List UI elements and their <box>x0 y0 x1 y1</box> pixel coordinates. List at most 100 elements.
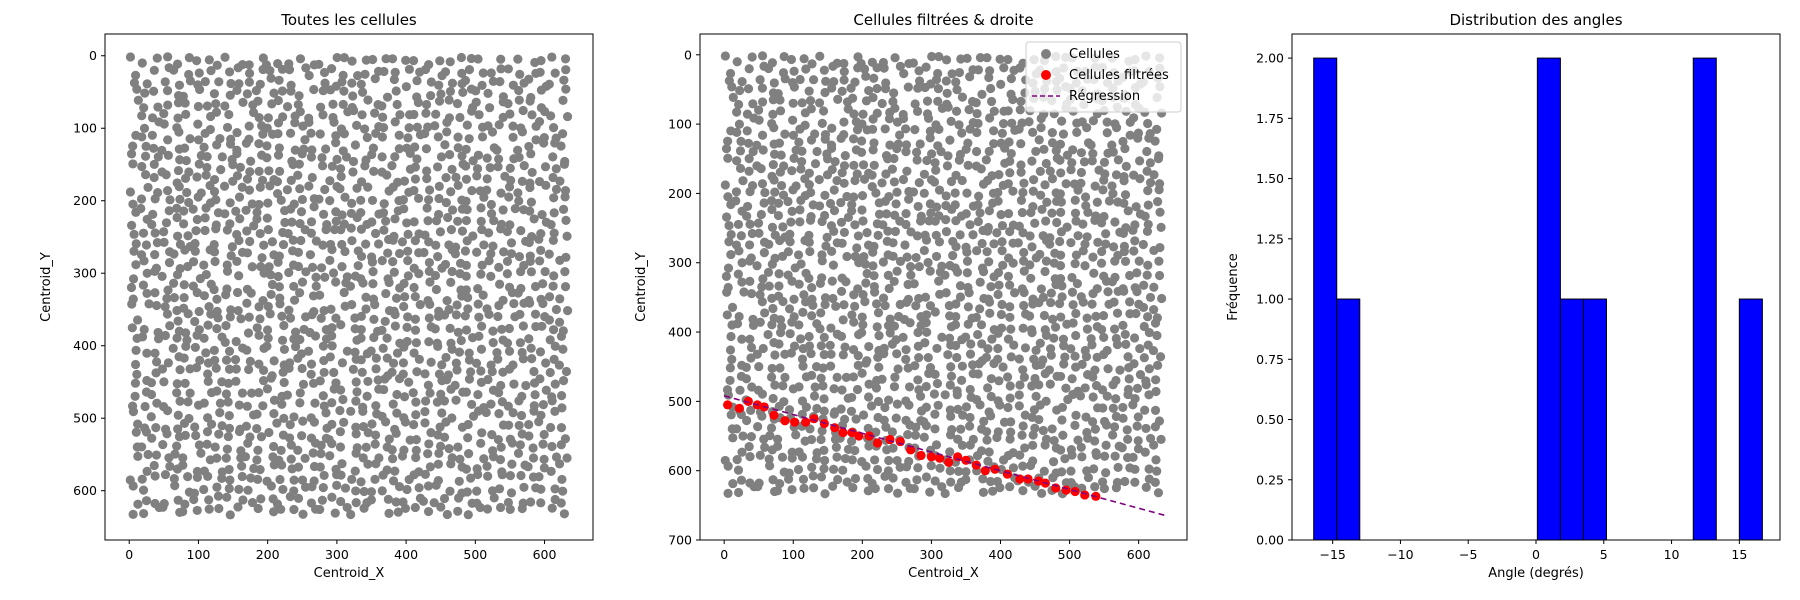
cell-point <box>152 53 162 63</box>
cell-point <box>451 310 462 320</box>
cell-point <box>383 248 393 258</box>
cell-point <box>764 239 774 249</box>
cell-point <box>548 152 558 162</box>
cell-point <box>527 110 537 120</box>
cell-point <box>558 486 568 496</box>
cell-point <box>1046 297 1056 308</box>
cell-point <box>211 99 221 109</box>
cell-point <box>1073 185 1083 195</box>
cell-point <box>287 217 297 227</box>
cell-point <box>841 277 851 287</box>
cell-point <box>1144 390 1154 400</box>
x-tick-label: −10 <box>1387 547 1413 562</box>
cell-point <box>458 87 468 97</box>
cell-point <box>339 86 349 96</box>
cell-point <box>409 470 419 480</box>
cell-point <box>513 288 523 298</box>
cell-point <box>162 293 172 304</box>
cell-point <box>246 156 256 166</box>
cell-point <box>160 330 170 341</box>
cell-point <box>331 216 341 226</box>
cell-point <box>275 166 285 176</box>
cell-point <box>921 421 931 431</box>
cell-point <box>222 122 233 133</box>
cell-point <box>332 52 342 63</box>
cell-point <box>328 268 339 278</box>
cell-point <box>1131 202 1141 212</box>
cell-point <box>390 117 400 127</box>
cell-point <box>456 335 466 346</box>
cell-point <box>952 390 962 400</box>
cell-point <box>390 152 400 162</box>
cell-point <box>1083 207 1093 218</box>
cell-point <box>804 180 814 190</box>
cell-point <box>461 196 471 206</box>
cell-point <box>725 345 736 355</box>
cell-point <box>437 360 447 370</box>
cell-point <box>400 292 410 302</box>
cell-point <box>423 380 434 390</box>
cell-point <box>1107 140 1117 150</box>
cell-point <box>798 361 808 371</box>
cell-point <box>757 83 768 93</box>
cell-point <box>1005 156 1015 166</box>
cell-point <box>337 459 347 469</box>
cell-point <box>852 243 862 253</box>
cell-point <box>722 310 732 320</box>
histogram-bar <box>1313 57 1338 541</box>
cell-point <box>460 75 471 86</box>
cell-point <box>851 414 861 424</box>
cell-point <box>816 341 826 351</box>
cell-point <box>379 384 389 395</box>
cell-point <box>423 506 434 517</box>
cell-point <box>1044 365 1055 375</box>
cell-point <box>367 217 377 227</box>
cell-point <box>319 67 330 78</box>
cell-point <box>1018 365 1028 375</box>
x-tick-label: 5 <box>1600 547 1608 562</box>
cell-point <box>211 224 221 234</box>
cell-point <box>721 271 732 281</box>
filtered-cell-point <box>980 466 990 476</box>
cell-point <box>424 313 434 323</box>
cell-point <box>987 334 997 344</box>
cell-point <box>769 175 779 185</box>
cell-point <box>1142 146 1152 157</box>
cell-point <box>192 287 202 298</box>
cell-point <box>403 271 413 281</box>
cell-point <box>434 80 444 90</box>
cell-point <box>849 160 859 170</box>
cell-point <box>392 408 402 418</box>
cell-point <box>332 480 342 491</box>
cell-point <box>964 288 974 298</box>
cell-point <box>201 348 211 358</box>
cell-point <box>498 205 508 215</box>
cell-point <box>1031 345 1041 355</box>
cell-point <box>203 369 213 379</box>
cell-point <box>482 461 492 471</box>
cell-point <box>252 409 262 419</box>
cell-point <box>254 166 264 176</box>
cell-point <box>485 103 495 113</box>
cell-point <box>853 231 863 241</box>
cell-point <box>525 298 535 308</box>
cell-point <box>277 64 288 74</box>
cell-point <box>1143 312 1153 322</box>
cell-point <box>307 262 318 272</box>
cell-point <box>413 97 423 108</box>
cell-point <box>269 409 279 419</box>
cell-point <box>225 312 235 322</box>
cell-point <box>1078 246 1088 256</box>
cell-point <box>756 209 766 220</box>
cell-point <box>185 388 195 398</box>
cell-point <box>325 352 335 362</box>
cell-point <box>804 331 814 342</box>
cell-point <box>363 182 373 192</box>
cell-point <box>1070 208 1081 218</box>
cell-point <box>503 497 513 508</box>
cell-point <box>997 299 1007 310</box>
cell-point <box>434 96 445 106</box>
cell-point <box>721 144 732 154</box>
cell-point <box>561 84 571 94</box>
cell-point <box>748 99 758 109</box>
